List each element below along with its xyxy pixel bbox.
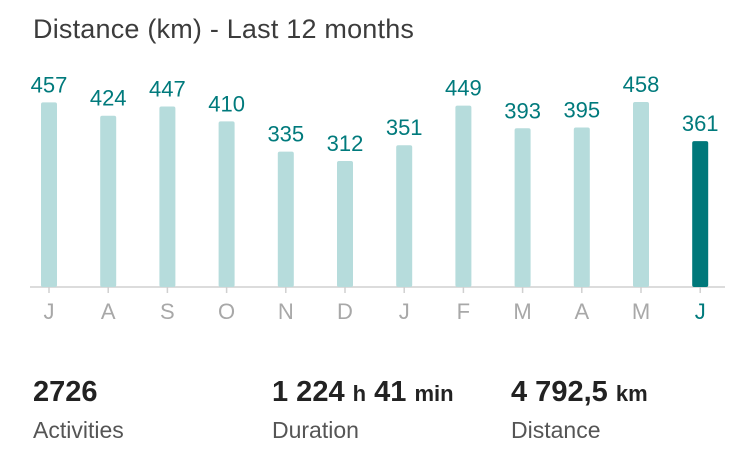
bar[interactable] — [41, 102, 57, 287]
bar-value-label: 312 — [327, 131, 364, 156]
bar[interactable] — [218, 121, 235, 288]
duration-value: 1 224 h 41 min — [272, 376, 454, 409]
bar-value-label: 424 — [90, 86, 127, 111]
duration-hours: 1 224 — [272, 376, 345, 408]
bar[interactable] — [100, 115, 117, 287]
distance-label: Distance — [511, 417, 601, 443]
x-tick-label: A — [101, 299, 116, 324]
bar-value-label: 447 — [149, 76, 186, 101]
x-tick-label: J — [399, 299, 410, 324]
bar[interactable] — [573, 127, 590, 287]
bar-value-label: 449 — [445, 76, 482, 101]
bar-value-label: 458 — [623, 72, 660, 97]
bar[interactable] — [337, 160, 353, 287]
bar[interactable] — [455, 105, 472, 287]
distance-unit: km — [615, 381, 648, 406]
x-tick-label: F — [457, 299, 470, 324]
bar-value-label: 393 — [504, 98, 541, 123]
bar[interactable] — [692, 141, 709, 287]
stat-activities: 2726 Activities — [33, 376, 124, 444]
bar[interactable] — [514, 128, 531, 287]
bar[interactable] — [633, 102, 649, 287]
distance-number: 4 792,5 — [511, 376, 608, 408]
duration-label: Duration — [272, 417, 359, 443]
x-tick-label: N — [278, 299, 294, 324]
x-tick-label: O — [218, 299, 235, 324]
activities-value: 2726 — [33, 376, 98, 408]
bar[interactable] — [396, 145, 413, 287]
x-tick-label: M — [632, 299, 650, 324]
x-tick-label: A — [574, 299, 589, 324]
bar[interactable] — [277, 151, 294, 287]
duration-hours-unit: h — [352, 381, 367, 406]
x-tick-label: J — [695, 299, 706, 324]
activities-label: Activities — [33, 417, 124, 443]
bar-value-label: 395 — [563, 97, 600, 122]
bar[interactable] — [159, 106, 176, 287]
bar-chart: 457 J 424 A 447 S 410 O 335 N 312 D 351 J 449 F 393 M 395 A… — [30, 72, 725, 324]
chart-title: Distance (km) - Last 12 months — [33, 14, 415, 44]
bar-value-label: 351 — [386, 115, 423, 140]
duration-minutes: 41 — [374, 376, 407, 408]
x-tick-label: S — [160, 299, 175, 324]
bar-value-label: 457 — [31, 72, 68, 97]
bar-value-label: 335 — [267, 122, 304, 147]
stat-distance: 4 792,5 km Distance — [511, 376, 648, 444]
duration-minutes-unit: min — [414, 381, 454, 406]
bar-value-label: 410 — [208, 91, 245, 116]
summary-stats: 2726 Activities 1 224 h 41 min Duration … — [0, 376, 750, 456]
bar-value-label: 361 — [682, 111, 719, 136]
x-tick-label: J — [44, 299, 55, 324]
x-tick-label: M — [513, 299, 531, 324]
stat-duration: 1 224 h 41 min Duration — [272, 376, 454, 444]
distance-value: 4 792,5 km — [511, 376, 648, 409]
x-tick-label: D — [337, 299, 353, 324]
